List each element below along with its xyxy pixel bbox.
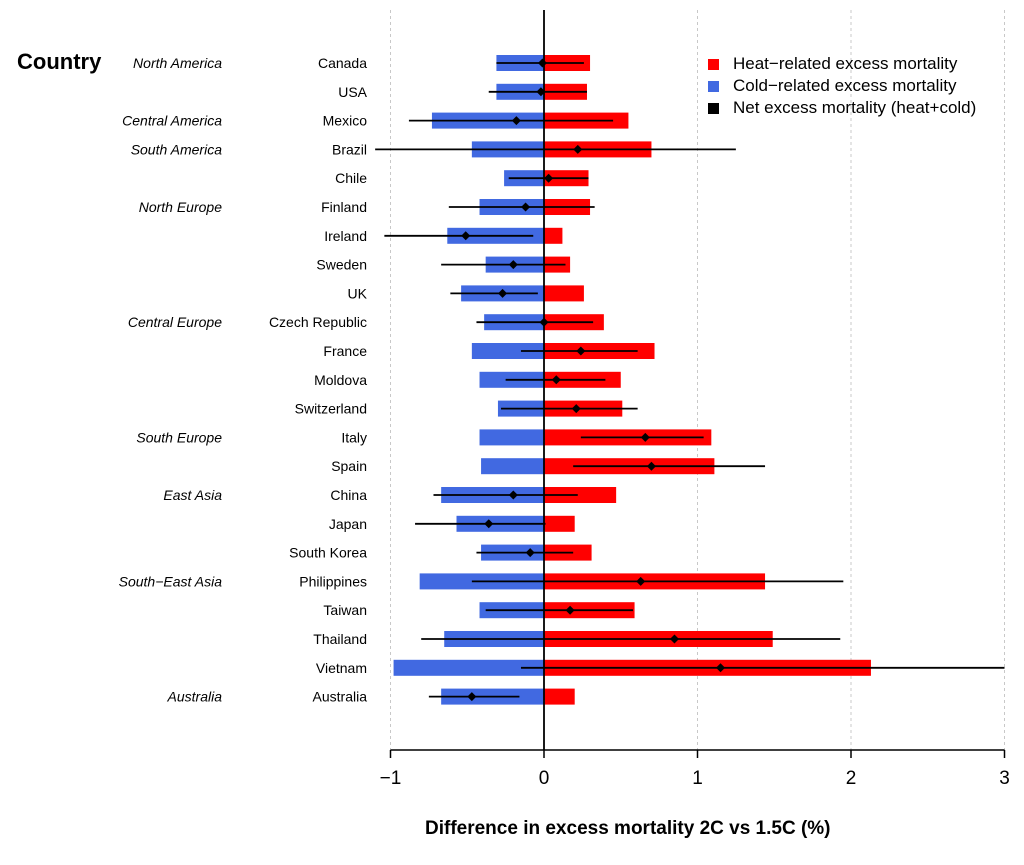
x-tick-label: −1	[380, 768, 402, 789]
country-label: Sweden	[316, 257, 367, 273]
country-label: South Korea	[289, 545, 367, 561]
country-label: Moldova	[314, 372, 367, 388]
region-label: North Europe	[139, 199, 222, 215]
legend-item-cold: Cold−related excess mortality	[708, 75, 976, 97]
country-label: France	[323, 343, 367, 359]
net-point	[537, 58, 547, 68]
country-label: Australia	[313, 689, 368, 705]
net-point	[551, 375, 561, 385]
country-label: Philippines	[299, 573, 367, 589]
cold-bar	[471, 343, 544, 359]
country-label: Mexico	[323, 113, 368, 129]
net-point	[461, 231, 471, 241]
net-point	[573, 144, 583, 154]
region-label: Central Europe	[128, 314, 222, 330]
net-point	[544, 173, 554, 183]
net-point	[571, 404, 581, 414]
net-point	[508, 490, 518, 500]
net-point	[636, 576, 646, 586]
legend-label-heat: Heat−related excess mortality	[733, 54, 958, 73]
region-label: East Asia	[163, 487, 222, 503]
legend-swatch-cold	[708, 80, 719, 92]
net-point	[467, 692, 477, 702]
country-label: China	[330, 487, 367, 503]
country-label: Japan	[329, 516, 367, 532]
x-tick-label: 1	[692, 768, 703, 789]
country-header: Country	[17, 49, 102, 74]
region-label: South−East Asia	[119, 573, 223, 589]
region-label: South America	[131, 141, 223, 157]
country-label: Finland	[321, 199, 367, 215]
net-point	[669, 634, 679, 644]
heat-bar	[544, 515, 575, 532]
region-label: Central America	[122, 113, 222, 129]
legend-label-net: Net excess mortality (heat+cold)	[733, 98, 977, 117]
net-point	[716, 663, 726, 673]
x-tick-label: 0	[539, 768, 550, 789]
net-point	[525, 548, 535, 558]
net-point	[484, 519, 494, 529]
net-point	[640, 432, 650, 442]
country-label: Thailand	[313, 631, 367, 647]
net-point	[539, 317, 549, 327]
country-label: Ireland	[324, 228, 367, 244]
legend-item-heat: Heat−related excess mortality	[708, 53, 976, 75]
country-label: Taiwan	[323, 602, 367, 618]
x-axis-label: Difference in excess mortality 2C vs 1.5…	[425, 818, 831, 839]
heat-bar	[544, 285, 584, 302]
net-point	[565, 605, 575, 615]
country-label: Brazil	[332, 141, 367, 157]
net-point	[536, 87, 546, 97]
cold-bar	[481, 458, 544, 475]
legend-label-cold: Cold−related excess mortality	[733, 76, 957, 95]
country-label: UK	[348, 285, 368, 301]
region-label: Australia	[167, 689, 223, 705]
net-point	[646, 461, 656, 471]
region-label: North America	[133, 55, 222, 71]
legend: Heat−related excess mortality Cold−relat…	[708, 53, 976, 119]
legend-item-net: Net excess mortality (heat+cold)	[708, 97, 976, 119]
country-label: USA	[338, 84, 367, 100]
region-label: South Europe	[136, 429, 222, 445]
cold-bar	[479, 429, 544, 446]
country-label: Spain	[331, 458, 367, 474]
country-label: Canada	[318, 55, 367, 71]
cold-bar	[393, 659, 544, 676]
x-tick-label: 3	[999, 768, 1010, 789]
country-label: Vietnam	[316, 660, 367, 676]
net-point	[498, 288, 508, 298]
heat-bar	[544, 487, 617, 503]
legend-swatch-net	[708, 102, 719, 114]
net-point	[508, 260, 518, 270]
country-label: Chile	[335, 170, 367, 186]
net-point	[511, 116, 521, 126]
heat-bar	[544, 688, 575, 705]
country-label: Czech Republic	[269, 314, 367, 330]
country-label: Switzerland	[295, 401, 367, 417]
net-point	[576, 346, 586, 356]
heat-bar	[544, 227, 563, 244]
net-point	[521, 202, 531, 212]
x-tick-label: 2	[846, 768, 857, 789]
legend-swatch-heat	[708, 58, 719, 70]
country-label: Italy	[341, 429, 367, 445]
